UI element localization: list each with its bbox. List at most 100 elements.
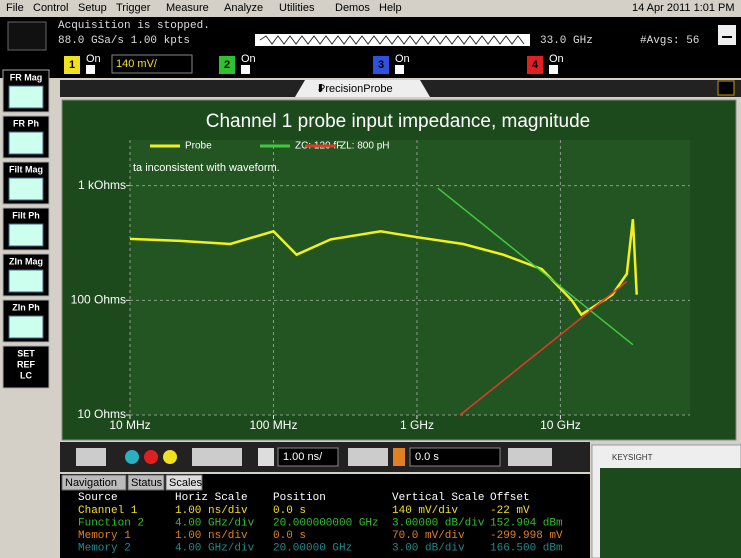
spin-button[interactable] [76, 448, 106, 466]
channel-checkbox[interactable] [86, 65, 95, 74]
sidebar-icon [9, 178, 43, 200]
datetime: 14 Apr 2011 1:01 PM [632, 2, 735, 14]
channel-checkbox[interactable] [395, 65, 404, 74]
table-cell: 152.904 dBm [490, 517, 563, 529]
sidebar-icon [9, 316, 43, 338]
table-cell: 1.00 ns/div [175, 505, 248, 517]
table-cell: -299.998 mV [490, 530, 563, 542]
color-button-yellow[interactable] [163, 450, 177, 464]
panel-tab-label: Navigation [65, 477, 117, 489]
menu-item[interactable]: Analyze [224, 2, 263, 14]
menu-item[interactable]: Measure [166, 2, 209, 14]
menu-item[interactable]: Trigger [116, 2, 151, 14]
y-tick-label: 1 kOhms [78, 178, 126, 192]
panel-tabs: Navigation Status Scales [62, 475, 203, 490]
channel-state: On [395, 53, 410, 65]
color-button-cyan[interactable] [125, 450, 139, 464]
bandwidth: 33.0 GHz [540, 35, 593, 47]
annotation: ta inconsistent with waveform. [133, 162, 280, 174]
legend-label: Probe [185, 141, 212, 152]
minimize-icon [722, 36, 732, 38]
menu-item[interactable]: Control [33, 2, 68, 14]
legend-label: ZL: 800 pH [340, 141, 389, 152]
sidebar-icon [9, 86, 43, 108]
panel-tab-label: Status [131, 477, 163, 489]
table-cell: Function 2 [78, 517, 144, 529]
sidebar-label: REF [17, 359, 36, 369]
tab-label[interactable]: PrecisionProbe [318, 83, 393, 95]
channel-scale: 140 mV/ [116, 58, 158, 70]
trigger-icon [393, 448, 405, 466]
channel-number: 4 [532, 59, 539, 71]
timebase: 1.00 ns/ [283, 451, 323, 463]
inset-screen [600, 468, 741, 558]
run-button[interactable] [8, 22, 46, 50]
inset-brand: KEYSIGHT [612, 453, 653, 462]
table-header: Source [78, 492, 118, 504]
sidebar-icon [9, 132, 43, 154]
menu-item[interactable]: Utilities [279, 2, 315, 14]
table-header: Vertical Scale [392, 492, 484, 504]
tab-arrow: ⬇ [316, 83, 325, 95]
minimize-button[interactable] [718, 25, 736, 45]
x-tick-label: 100 MHz [249, 418, 297, 432]
channel-checkbox[interactable] [549, 65, 558, 74]
delay: 0.0 s [415, 451, 439, 463]
x-tick-label: 10 GHz [540, 418, 581, 432]
table-header: Offset [490, 492, 530, 504]
acq-status: Acquisition is stopped. [58, 20, 210, 32]
sidebar-label: LC [20, 370, 32, 380]
table-cell: 70.0 mV/div [392, 530, 465, 542]
channel-bar [0, 52, 741, 78]
sidebar-label: Filt Ph [12, 210, 40, 220]
channel-state: On [549, 53, 564, 65]
table-cell: Channel 1 [78, 505, 138, 517]
channel-state: On [86, 53, 101, 65]
channel-state: On [241, 53, 256, 65]
table-cell: 3.00 dB/div [392, 542, 465, 554]
table-cell: Memory 2 [78, 542, 131, 554]
table-cell: 20.00000 GHz [273, 542, 352, 554]
marker-icon [718, 81, 734, 95]
table-cell: 4.00 GHz/div [175, 517, 255, 529]
x-tick-label: 1 GHz [400, 418, 434, 432]
menu-item[interactable]: File [6, 2, 24, 14]
y-tick-label: 100 Ohms [71, 292, 126, 306]
sidebar: FR Mag FR Ph Filt Mag Filt Ph ZIn Mag ZIn Ph S… [3, 70, 49, 388]
sidebar-label: Filt Mag [9, 164, 43, 174]
table-cell: -22 mV [490, 505, 530, 517]
menu-item[interactable]: Help [379, 2, 402, 14]
horiz-icon [258, 448, 274, 466]
table-header: Position [273, 492, 326, 504]
menu-item[interactable]: Demos [335, 2, 370, 14]
plot: 10 MHz100 MHz1 GHz10 GHz10 Ohms100 Ohms1… [71, 140, 690, 432]
channel-number: 3 [378, 59, 384, 71]
table-cell: 166.500 dBm [490, 542, 563, 554]
channel-number: 2 [224, 59, 230, 71]
sidebar-icon [9, 224, 43, 246]
slope-buttons[interactable] [348, 448, 388, 466]
channel-checkbox[interactable] [241, 65, 250, 74]
sidebar-label: ZIn Ph [12, 302, 40, 312]
chart-title: Channel 1 probe input impedance, magnitu… [206, 111, 591, 132]
table-cell: 3.00000 dB/div [392, 517, 485, 529]
table-cell: Memory 1 [78, 530, 131, 542]
scope-screen: File Control Setup Trigger Measure Analyze Uti… [0, 0, 741, 558]
sample-rate: 88.0 GSa/s 1.00 kpts [58, 35, 190, 47]
table-cell: 20.000000000 GHz [273, 517, 379, 529]
y-tick-label: 10 Ohms [77, 407, 126, 421]
sidebar-icon [9, 270, 43, 292]
table-header: Horiz Scale [175, 492, 248, 504]
sidebar-label: ZIn Mag [9, 256, 43, 266]
table-cell: 140 mV/div [392, 505, 458, 517]
panel-tab-label: Scales [169, 477, 203, 489]
color-button-red[interactable] [144, 450, 158, 464]
tool-buttons[interactable] [192, 448, 242, 466]
menu-item[interactable]: Setup [78, 2, 107, 14]
averages: #Avgs: 56 [640, 35, 699, 47]
sidebar-label: FR Mag [10, 72, 43, 82]
nav-buttons[interactable] [508, 448, 552, 466]
sidebar-label: SET [17, 348, 35, 358]
table-cell: 4.00 GHz/div [175, 542, 255, 554]
sidebar-label: FR Ph [13, 118, 39, 128]
